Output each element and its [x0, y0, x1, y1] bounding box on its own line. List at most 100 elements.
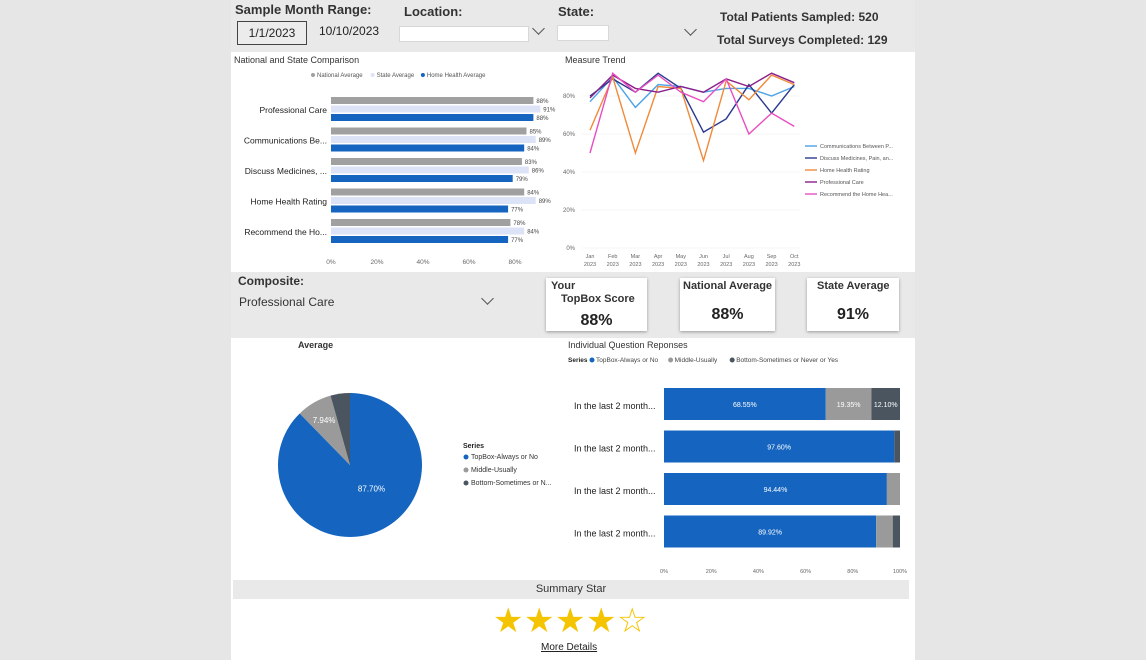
x-tick-label: 60%: [462, 259, 475, 266]
stacked-bar-segment: [871, 388, 900, 420]
legend-marker: [668, 357, 674, 363]
legend-marker: [589, 357, 595, 363]
bar: [331, 188, 525, 196]
topbox-score-label: TopBox Score: [561, 293, 635, 305]
bar: [331, 144, 525, 152]
x-tick-label: 80%: [847, 569, 858, 575]
bar-value-label: 84%: [527, 230, 540, 236]
pie-slice: [299, 395, 350, 465]
segment-value-label: 12.10%: [874, 402, 898, 409]
bar-value-label: 91%: [543, 108, 556, 114]
x-tick-year: 2023: [675, 262, 687, 268]
more-details-link[interactable]: More Details: [541, 642, 598, 653]
legend-marker: [463, 480, 469, 486]
stacked-bar-segment: [876, 515, 893, 548]
location-label: Location:: [404, 4, 463, 19]
legend-marker: [463, 467, 469, 473]
national-average-value: 88%: [711, 306, 744, 323]
bar-value-label: 86%: [532, 169, 545, 175]
pie-slice-label: 7.94%: [313, 416, 336, 425]
legend-label: Professional Care: [820, 180, 864, 186]
filled-star-icon: ★: [524, 602, 555, 640]
state-dropdown[interactable]: [557, 25, 609, 41]
total-surveys-completed: Total Surveys Completed: 129: [717, 33, 888, 47]
summary-star-title: Summary Star: [535, 583, 607, 595]
start-date-input[interactable]: 1/1/2023: [237, 21, 307, 45]
topbox-your-label: Your: [551, 280, 576, 292]
question-label: In the last 2 month...: [574, 444, 656, 454]
legend-label: Home Health Rating: [820, 168, 870, 174]
state-average-value: 91%: [836, 306, 870, 323]
empty-star-icon: ☆: [617, 602, 648, 640]
x-tick-year: 2023: [765, 262, 777, 268]
topbox-score-value: 88%: [580, 312, 613, 329]
pie-chart: 87.70% 7.94% Series TopBox-Always or No Midd…: [278, 393, 552, 537]
x-tick-label: Apr: [654, 254, 663, 260]
composite-dropdown[interactable]: Professional Care: [239, 295, 335, 309]
bar-value-label: 77%: [511, 238, 524, 244]
state-average-card: [807, 278, 899, 331]
total-patients-sampled: Total Patients Sampled: 520: [720, 10, 879, 24]
segment-value-label: 68.55%: [733, 402, 757, 409]
x-tick-label: 0%: [326, 259, 336, 266]
national-average-card: [680, 278, 775, 331]
bar: [331, 136, 536, 143]
question-label: In the last 2 month...: [574, 486, 656, 496]
x-tick-label: May: [676, 254, 687, 260]
end-date-input[interactable]: 10/10/2023: [319, 24, 380, 38]
category-label: Discuss Medicines, ...: [245, 166, 327, 176]
bar: [331, 175, 513, 182]
question-label: In the last 2 month...: [574, 529, 656, 539]
question-label: In the last 2 month...: [574, 401, 656, 411]
y-tick-label: 80%: [563, 94, 576, 100]
stacked-bar-segment: [664, 473, 887, 505]
filled-star-icon: ★: [555, 602, 586, 640]
bar: [331, 158, 522, 165]
x-tick-label: 20%: [706, 569, 717, 575]
category-label: Home Health Rating: [250, 197, 327, 207]
legend-label: Middle-Usually: [675, 357, 718, 364]
category-label: Communications Be...: [244, 136, 327, 146]
bar: [331, 219, 511, 226]
comparison-chart: National Average State Average Home Health…: [244, 73, 556, 266]
x-tick-year: 2023: [697, 262, 709, 268]
x-tick-label: 40%: [416, 259, 429, 266]
pie-slice-label: 87.70%: [358, 484, 385, 493]
legend-label: Communications Between P...: [820, 144, 893, 150]
x-tick-label: 80%: [508, 259, 521, 266]
legend-label: Discuss Medicines, Pain, an...: [820, 156, 894, 162]
x-tick-label: Oct: [790, 254, 799, 260]
summary-star-bar: [233, 580, 909, 599]
x-tick-year: 2023: [629, 262, 641, 268]
series-line: [589, 72, 795, 134]
stacked-bar-segment: [894, 430, 900, 463]
bar-value-label: 83%: [525, 160, 538, 166]
y-tick-label: 60%: [563, 132, 576, 138]
category-label: Professional Care: [259, 105, 327, 115]
legend-label: Bottom-Sometimes or Never or Yes: [736, 357, 839, 364]
legend-marker: [370, 73, 375, 77]
x-tick-year: 2023: [584, 262, 596, 268]
bar: [331, 197, 536, 204]
x-tick-year: 2023: [743, 262, 755, 268]
location-dropdown[interactable]: [399, 26, 529, 42]
bar: [331, 227, 525, 235]
stacked-bar-segment: [892, 515, 900, 548]
filled-star-icon: ★: [586, 602, 617, 640]
bar: [331, 205, 509, 213]
bar-value-label: 89%: [539, 138, 552, 144]
x-tick-year: 2023: [652, 262, 664, 268]
legend-marker: [463, 454, 469, 460]
x-tick-label: 100%: [893, 569, 907, 575]
x-tick-label: Jul: [723, 254, 730, 260]
x-tick-label: 0%: [660, 569, 668, 575]
composite-label: Composite:: [238, 274, 304, 288]
x-tick-label: 60%: [800, 569, 811, 575]
stacked-bar-segment: [825, 388, 872, 420]
pie-legend-title: Series: [463, 443, 484, 450]
segment-value-label: 94.44%: [764, 487, 788, 494]
bar-value-label: 77%: [511, 208, 524, 214]
segment-value-label: 97.60%: [767, 445, 791, 452]
legend-marker: [311, 73, 315, 77]
x-tick-label: 40%: [753, 569, 764, 575]
